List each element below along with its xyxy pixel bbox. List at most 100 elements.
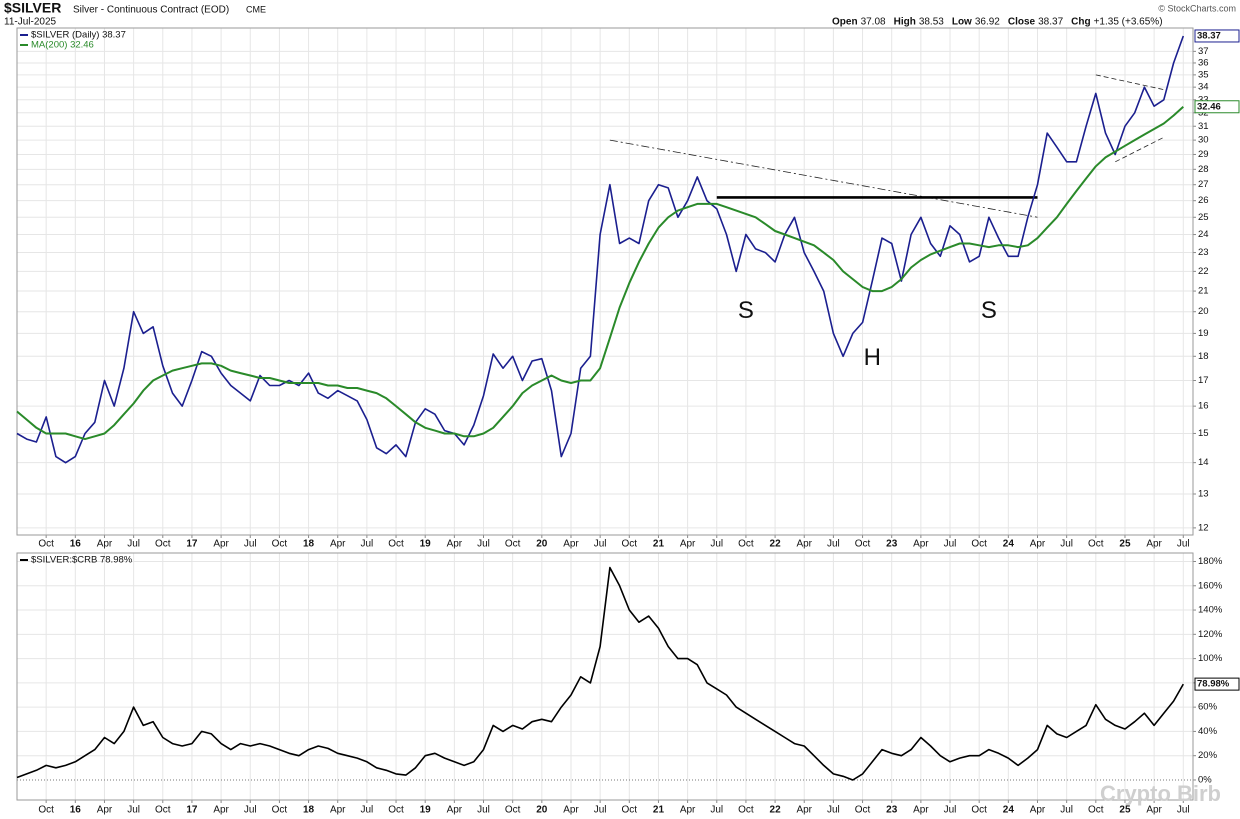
y-tick-label: 0% [1198, 774, 1212, 785]
x-tick-label: 18 [303, 539, 315, 550]
x-tick-label: Apr [680, 805, 696, 816]
y-tick-label: 14 [1198, 457, 1209, 468]
x-tick-label: Apr [330, 805, 346, 816]
annotation: S [981, 297, 997, 324]
y-tick-label: 20 [1198, 306, 1209, 317]
x-tick-label: Jul [594, 539, 607, 550]
quote-label: Chg [1071, 17, 1090, 28]
x-tick-label: Apr [563, 805, 579, 816]
x-tick-label: Apr [1146, 805, 1162, 816]
y-tick-label: 60% [1198, 702, 1218, 713]
quote-label: High [894, 17, 916, 28]
last-value-tag [1194, 29, 1240, 43]
series-line [16, 106, 1184, 441]
x-tick-label: Apr [213, 805, 229, 816]
x-tick-label: Jul [360, 805, 373, 816]
x-tick-label: 16 [70, 805, 82, 816]
x-tick-label: Oct [272, 539, 288, 550]
description: Silver - Continuous Contract (EOD) [73, 5, 229, 16]
x-tick-label: Apr [213, 539, 229, 550]
x-tick-label: Apr [1146, 539, 1162, 550]
x-tick-label: Jul [827, 805, 840, 816]
x-tick-label: Oct [855, 805, 871, 816]
x-tick-label: Apr [97, 805, 113, 816]
x-tick-label: Oct [388, 805, 404, 816]
annotation: S [738, 297, 754, 324]
source: © StockCharts.com [1158, 3, 1236, 13]
y-tick-label: 31 [1198, 121, 1209, 132]
x-tick-label: Apr [796, 539, 812, 550]
y-tick-label: 33 [1198, 94, 1209, 105]
x-tick-label: Oct [971, 805, 987, 816]
date: 11-Jul-2025 [4, 17, 57, 28]
y-tick-label: 37 [1198, 46, 1209, 57]
x-tick-label: Apr [796, 805, 812, 816]
plot-frame [16, 552, 1194, 801]
x-tick-label: Oct [1088, 539, 1104, 550]
y-tick-label: 19 [1198, 328, 1209, 339]
x-tick-label: Oct [1088, 805, 1104, 816]
y-tick-label: 28 [1198, 164, 1209, 175]
x-tick-label: 19 [420, 539, 432, 550]
x-tick-label: Jul [944, 539, 957, 550]
x-tick-label: Oct [38, 805, 54, 816]
y-tick-label: 18 [1198, 351, 1209, 362]
symbol: $SILVER [4, 0, 61, 16]
plot-frame [16, 27, 1194, 536]
x-tick-label: 21 [653, 539, 665, 550]
x-tick-label: 25 [1119, 539, 1131, 550]
y-tick-label: 35 [1198, 69, 1209, 80]
x-tick-label: Oct [738, 805, 754, 816]
x-tick-label: Jul [1177, 805, 1190, 816]
x-tick-label: Oct [155, 539, 171, 550]
y-tick-label: 30 [1198, 135, 1209, 146]
x-tick-label: 16 [70, 539, 82, 550]
x-tick-label: Apr [913, 805, 929, 816]
x-tick-label: Apr [680, 539, 696, 550]
trendline [1115, 136, 1165, 163]
x-tick-label: Oct [155, 805, 171, 816]
x-tick-label: Jul [1177, 539, 1190, 550]
quote-label: Open [832, 17, 858, 28]
x-tick-label: 23 [886, 539, 898, 550]
x-tick-label: Jul [594, 805, 607, 816]
x-tick-label: 24 [1003, 805, 1015, 816]
x-tick-label: Oct [38, 539, 54, 550]
watermark: Crypto Birb [1100, 781, 1221, 806]
quote-value: 36.92 [975, 17, 1000, 28]
legend-label: MA(200) 32.46 [31, 40, 94, 51]
x-tick-label: Oct [971, 539, 987, 550]
y-tick-label: 24 [1198, 229, 1209, 240]
y-tick-label: 120% [1198, 629, 1223, 640]
x-tick-label: Jul [360, 539, 373, 550]
annotation: H [864, 344, 881, 371]
x-tick-label: Jul [127, 805, 140, 816]
x-tick-label: 25 [1119, 805, 1131, 816]
y-tick-label: 12 [1198, 522, 1209, 533]
x-tick-label: Apr [563, 539, 579, 550]
x-tick-label: Jul [477, 539, 490, 550]
x-tick-label: 21 [653, 805, 665, 816]
y-tick-label: 13 [1198, 489, 1209, 500]
exchange: CME [246, 4, 266, 14]
y-tick-label: 26 [1198, 195, 1209, 206]
legend-label: $SILVER (Daily) 38.37 [31, 30, 126, 41]
x-tick-label: 24 [1003, 539, 1015, 550]
y-tick-label: 180% [1198, 556, 1223, 567]
x-tick-label: Jul [477, 805, 490, 816]
last-value-label: 32.46 [1197, 101, 1221, 112]
y-tick-label: 160% [1198, 580, 1223, 591]
x-tick-label: Jul [244, 805, 257, 816]
y-tick-label: 20% [1198, 750, 1218, 761]
y-tick-label: 23 [1198, 247, 1209, 258]
x-tick-label: 23 [886, 805, 898, 816]
x-tick-label: Apr [447, 805, 463, 816]
quote-value: 37.08 [861, 17, 886, 28]
y-tick-label: 16 [1198, 401, 1209, 412]
x-tick-label: 20 [536, 805, 548, 816]
x-tick-label: 20 [536, 539, 548, 550]
x-tick-label: Oct [622, 539, 638, 550]
x-tick-label: Apr [913, 539, 929, 550]
x-tick-label: Apr [447, 539, 463, 550]
